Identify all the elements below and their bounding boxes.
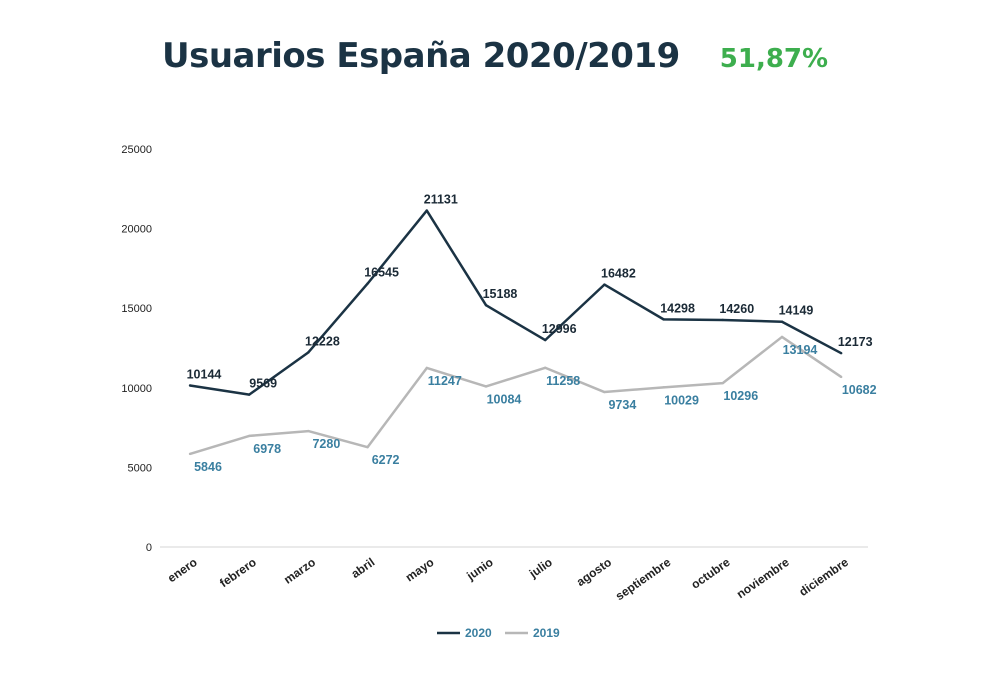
data-label-2019: 13194	[783, 343, 818, 357]
data-label-2020: 12173	[838, 335, 873, 349]
x-tick-label: junio	[463, 555, 495, 583]
data-label-2019: 10682	[842, 383, 877, 397]
data-point-2020	[780, 320, 784, 323]
x-tick-label: agosto	[574, 555, 614, 589]
growth-percentage: 51,87%	[719, 44, 829, 74]
x-tick-label: abril	[349, 555, 378, 581]
data-label-2019: 6978	[253, 442, 281, 456]
data-point-2019	[721, 381, 724, 385]
legend-label-2020: 2020	[465, 626, 492, 640]
data-point-2020	[603, 283, 606, 286]
x-tick-label: septiembre	[613, 555, 674, 603]
y-tick-label: 5000	[128, 462, 152, 474]
series-line-2019	[189, 335, 842, 456]
y-tick-label: 20000	[121, 224, 152, 236]
x-tick-label: enero	[165, 555, 200, 585]
data-point-2019	[366, 445, 369, 449]
data-label-2020: 14149	[779, 304, 814, 318]
data-point-2020	[544, 338, 547, 342]
legend-label-2019: 2019	[533, 626, 560, 640]
y-tick-label: 0	[146, 542, 152, 554]
data-label-2019: 5846	[194, 460, 222, 474]
data-point-2019	[484, 385, 488, 388]
data-label-2020: 10144	[187, 368, 222, 382]
data-label-2020: 14298	[660, 301, 695, 315]
data-point-2019	[425, 366, 428, 370]
data-point-2020	[366, 282, 369, 285]
data-point-2019	[544, 366, 547, 369]
data-point-2020	[248, 393, 251, 396]
data-label-2019: 6272	[372, 453, 400, 467]
data-label-2020: 12228	[305, 334, 340, 348]
y-tick-label: 15000	[121, 303, 152, 315]
series-line-2020	[189, 209, 842, 396]
x-tick-label: mayo	[403, 555, 437, 584]
y-tick-label: 10000	[121, 383, 152, 395]
data-label-2019: 7280	[312, 437, 340, 451]
data-label-2020: 16482	[601, 267, 636, 281]
data-point-2019	[780, 335, 784, 339]
data-label-2020: 12996	[542, 322, 577, 336]
data-label-2019: 9734	[608, 398, 636, 412]
data-point-2020	[662, 318, 665, 321]
data-label-2019: 10084	[487, 392, 522, 406]
data-label-2020: 21131	[424, 193, 458, 207]
data-point-2020	[425, 209, 428, 212]
data-label-2020: 16545	[364, 266, 399, 280]
data-label-2019: 11247	[428, 374, 462, 388]
data-point-2020	[840, 352, 843, 355]
x-tick-label: julio	[526, 555, 555, 581]
x-tick-label: octubre	[688, 555, 732, 592]
data-label-2020: 14260	[719, 302, 754, 316]
data-point-2019	[188, 452, 192, 456]
x-tick-label: noviembre	[734, 555, 792, 601]
x-tick-label: diciembre	[796, 555, 851, 599]
data-point-2020	[484, 304, 488, 307]
data-point-2019	[840, 375, 843, 379]
data-label-2019: 10296	[723, 389, 758, 403]
data-label-2019: 11258	[546, 374, 580, 388]
y-tick-label: 25000	[121, 144, 152, 156]
title-row: Usuarios España 2020/2019 51,87%	[162, 36, 828, 76]
data-point-2020	[721, 318, 724, 322]
data-label-2020: 15188	[483, 287, 518, 301]
data-point-2019	[603, 390, 606, 394]
data-point-2019	[662, 386, 665, 389]
x-tick-label: marzo	[281, 555, 318, 587]
data-point-2020	[307, 351, 310, 354]
x-tick-label: febrero	[217, 555, 259, 590]
data-label-2020: 9569	[249, 377, 277, 391]
data-point-2020	[188, 384, 192, 387]
chart-title: Usuarios España 2020/2019	[162, 36, 680, 76]
data-label-2019: 10029	[664, 393, 699, 407]
data-point-2019	[307, 429, 310, 433]
data-point-2019	[248, 434, 251, 438]
